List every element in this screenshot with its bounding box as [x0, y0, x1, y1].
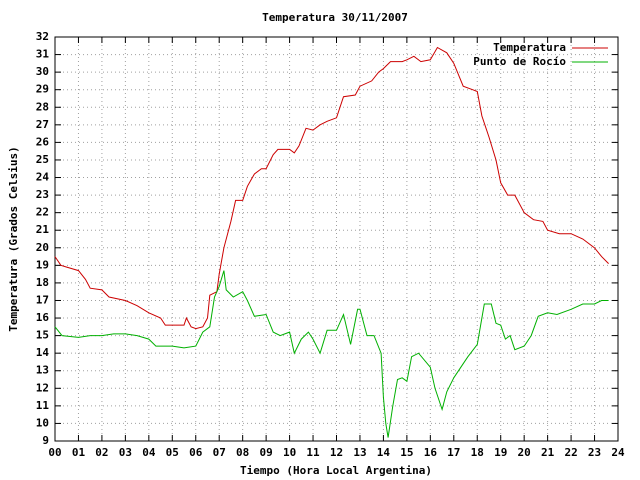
x-tick-label: 03	[119, 446, 132, 459]
y-tick-label: 13	[36, 364, 49, 377]
y-tick-label: 20	[36, 241, 49, 254]
x-tick-label: 06	[189, 446, 203, 459]
x-tick-label: 22	[564, 446, 577, 459]
x-tick-label: 15	[400, 446, 413, 459]
x-tick-label: 05	[166, 446, 179, 459]
x-axis-label: Tiempo (Hora Local Argentina)	[240, 464, 432, 477]
x-tick-label: 16	[424, 446, 438, 459]
x-tick-label: 24	[611, 446, 625, 459]
x-tick-label: 20	[518, 446, 531, 459]
y-tick-label: 28	[36, 100, 49, 113]
x-tick-label: 12	[330, 446, 343, 459]
data-line	[54, 46, 609, 330]
x-tick-label: 00	[48, 446, 61, 459]
y-tick-label: 17	[36, 293, 49, 306]
y-tick-label: 9	[42, 434, 49, 447]
y-tick-label: 15	[36, 329, 49, 342]
legend-label: Temperatura	[493, 41, 566, 54]
x-tick-label: 13	[353, 446, 366, 459]
x-tick-label: 10	[283, 446, 296, 459]
y-tick-label: 31	[36, 48, 50, 61]
legend-label: Punto de Rocío	[473, 55, 566, 68]
y-tick-label: 16	[36, 311, 50, 324]
y-tick-label: 30	[36, 65, 49, 78]
chart-title: Temperatura 30/11/2007	[262, 11, 408, 24]
y-tick-label: 25	[36, 153, 49, 166]
x-tick-label: 02	[95, 446, 108, 459]
x-tick-label: 07	[213, 446, 226, 459]
x-tick-label: 21	[541, 446, 555, 459]
x-tick-label: 19	[494, 446, 507, 459]
y-tick-label: 29	[36, 83, 49, 96]
x-tick-label: 14	[377, 446, 391, 459]
data-line	[54, 270, 609, 438]
y-axis-label: Temperatura (Grados Celsius)	[7, 146, 20, 331]
y-tick-label: 22	[36, 206, 49, 219]
y-tick-label: 24	[36, 171, 50, 184]
x-tick-label: 08	[236, 446, 249, 459]
x-tick-label: 23	[588, 446, 601, 459]
y-tick-label: 18	[36, 276, 49, 289]
y-tick-label: 14	[36, 346, 50, 359]
y-tick-label: 32	[36, 30, 49, 43]
y-tick-label: 27	[36, 118, 49, 131]
x-tick-label: 11	[306, 446, 320, 459]
y-tick-label: 11	[36, 399, 50, 412]
x-tick-label: 09	[260, 446, 273, 459]
y-tick-label: 23	[36, 188, 49, 201]
plot-border	[54, 36, 619, 442]
y-tick-label: 19	[36, 258, 49, 271]
x-tick-label: 18	[471, 446, 484, 459]
y-tick-label: 26	[36, 135, 50, 148]
y-tick-label: 12	[36, 381, 49, 394]
x-tick-label: 01	[72, 446, 86, 459]
y-tick-label: 21	[36, 223, 50, 236]
y-tick-label: 10	[36, 416, 49, 429]
x-tick-label: 17	[447, 446, 460, 459]
x-tick-label: 04	[142, 446, 156, 459]
